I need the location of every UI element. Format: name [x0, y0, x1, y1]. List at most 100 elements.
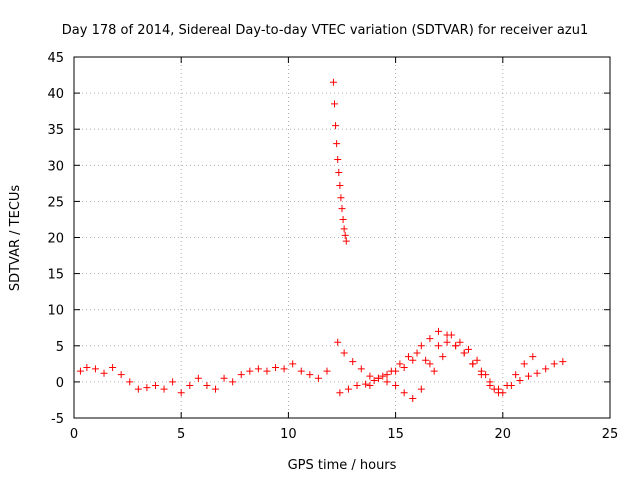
- data-point: [194, 374, 202, 382]
- data-point: [337, 194, 345, 202]
- data-point: [117, 371, 125, 379]
- x-tick-label: 5: [177, 427, 185, 442]
- data-point: [404, 353, 412, 361]
- data-point: [143, 384, 151, 392]
- x-tick-label: 25: [602, 427, 619, 442]
- data-point: [464, 345, 472, 353]
- data-point: [342, 237, 350, 245]
- data-point: [336, 389, 344, 397]
- chart-title: Day 178 of 2014, Sidereal Day-to-day VTE…: [62, 23, 588, 38]
- data-point: [443, 331, 451, 339]
- data-point: [323, 367, 331, 375]
- data-point: [366, 382, 374, 390]
- data-point: [370, 376, 378, 384]
- series-1: [76, 360, 331, 397]
- y-tick-label: -5: [51, 412, 64, 427]
- data-point: [417, 385, 425, 393]
- data-point: [333, 140, 341, 148]
- data-point: [422, 356, 430, 364]
- data-point: [254, 365, 262, 373]
- data-point: [473, 356, 481, 364]
- data-point: [330, 100, 338, 108]
- data-point: [366, 372, 374, 380]
- data-series: [76, 78, 567, 403]
- data-point: [529, 353, 537, 361]
- data-point: [229, 378, 237, 386]
- data-point: [212, 385, 220, 393]
- y-tick-label: 0: [56, 376, 64, 391]
- series-4: [336, 331, 567, 397]
- x-tick-label: 20: [495, 427, 512, 442]
- data-point: [430, 367, 438, 375]
- data-point: [186, 382, 194, 390]
- data-point: [434, 342, 442, 350]
- data-point: [383, 371, 391, 379]
- grid: [74, 57, 610, 418]
- data-point: [344, 385, 352, 393]
- data-point: [516, 376, 524, 384]
- data-point: [362, 380, 370, 388]
- y-tick-label: 15: [47, 268, 64, 283]
- plot-frame: [73, 56, 611, 419]
- y-tick-label: 40: [47, 87, 64, 102]
- data-point: [272, 363, 280, 371]
- data-point: [335, 169, 343, 177]
- data-point: [486, 378, 494, 386]
- data-point: [434, 327, 442, 335]
- x-tick-label: 15: [387, 427, 404, 442]
- data-point: [237, 371, 245, 379]
- data-point: [83, 363, 91, 371]
- data-point: [160, 385, 168, 393]
- data-point: [426, 335, 434, 343]
- data-point: [409, 395, 417, 403]
- y-tick-label: 25: [47, 195, 64, 210]
- y-tick-label: 35: [47, 123, 64, 138]
- data-point: [100, 369, 108, 377]
- data-point: [336, 182, 344, 190]
- data-point: [452, 342, 460, 350]
- data-point: [383, 378, 391, 386]
- data-point: [334, 156, 342, 164]
- data-point: [400, 363, 408, 371]
- data-point: [126, 378, 134, 386]
- y-tick-label: 5: [56, 340, 64, 355]
- data-point: [512, 371, 520, 379]
- x-tick-label: 0: [70, 427, 78, 442]
- data-point: [340, 225, 348, 233]
- data-point: [525, 372, 533, 380]
- data-point: [353, 382, 361, 390]
- data-point: [469, 360, 477, 368]
- axes: 0 5 10 15 20 25 -5 0 5 10 15 20 25 30 35 40 45: [47, 51, 618, 442]
- y-axis-label: SDTVAR / TECUs: [8, 185, 23, 292]
- data-point: [392, 367, 400, 375]
- x-axis-label: GPS time / hours: [288, 458, 397, 473]
- y-tick-label: 30: [47, 159, 64, 174]
- data-point: [392, 382, 400, 390]
- data-point: [91, 365, 99, 373]
- y-tick-label: 10: [47, 304, 64, 319]
- data-point: [280, 365, 288, 373]
- data-point: [339, 215, 347, 223]
- data-point: [306, 371, 314, 379]
- data-point: [443, 338, 451, 346]
- data-point: [426, 360, 434, 368]
- data-point: [334, 338, 342, 346]
- data-point: [374, 374, 382, 382]
- y-tick-label: 45: [47, 51, 64, 66]
- data-point: [338, 205, 346, 213]
- data-point: [203, 382, 211, 390]
- data-point: [439, 353, 447, 361]
- data-point: [456, 338, 464, 346]
- series-5: [366, 327, 503, 393]
- data-point: [520, 360, 528, 368]
- data-point: [413, 349, 421, 357]
- data-point: [109, 363, 117, 371]
- data-point: [151, 382, 159, 390]
- x-tick-label: 10: [280, 427, 297, 442]
- data-point: [177, 389, 185, 397]
- data-point: [332, 122, 340, 130]
- data-point: [460, 349, 468, 357]
- data-point: [246, 367, 254, 375]
- data-point: [499, 389, 507, 397]
